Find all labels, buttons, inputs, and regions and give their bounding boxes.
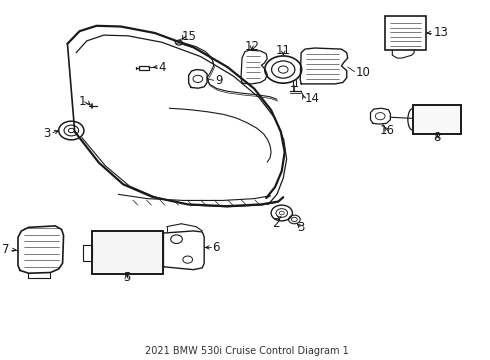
Text: 3: 3 (297, 221, 305, 234)
Bar (83, 244, 92, 261)
Text: 6: 6 (212, 241, 220, 254)
Text: 2: 2 (272, 217, 280, 230)
Text: 12: 12 (244, 40, 259, 53)
Text: 2021 BMW 530i Cruise Control Diagram 1: 2021 BMW 530i Cruise Control Diagram 1 (145, 346, 349, 356)
Text: 5: 5 (123, 271, 130, 284)
Bar (92, 231, 164, 274)
Bar (413, 105, 461, 134)
Bar (413, 105, 461, 134)
Text: 14: 14 (305, 92, 320, 105)
Text: 11: 11 (276, 44, 291, 57)
Text: 9: 9 (215, 74, 223, 87)
Text: 15: 15 (181, 30, 196, 43)
Text: 7: 7 (2, 243, 9, 256)
Text: 13: 13 (434, 27, 448, 40)
Text: 8: 8 (434, 131, 441, 144)
Text: 10: 10 (356, 66, 371, 79)
Text: 4: 4 (159, 60, 166, 73)
Bar (385, 16, 426, 50)
Circle shape (278, 66, 288, 73)
Text: 1: 1 (78, 95, 86, 108)
Text: 16: 16 (380, 124, 395, 137)
Bar (139, 66, 149, 69)
Text: 3: 3 (43, 127, 50, 140)
Bar (92, 231, 164, 274)
